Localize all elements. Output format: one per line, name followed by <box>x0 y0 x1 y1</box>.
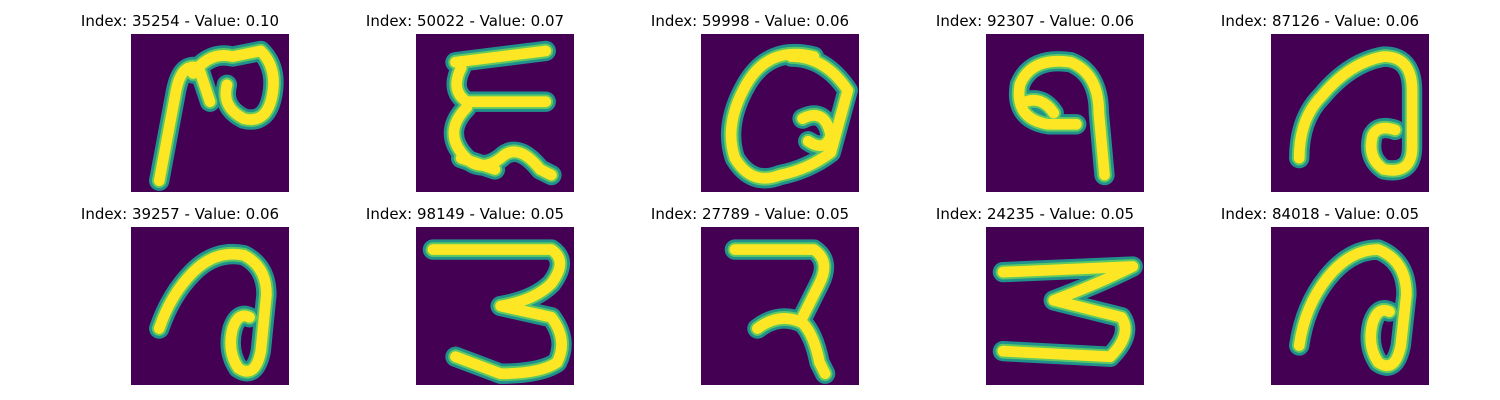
panel-1: Index: 35254 - Value: 0.10 <box>30 0 330 193</box>
digit-image <box>131 34 289 192</box>
panel-title: Index: 24235 - Value: 0.05 <box>935 205 1135 223</box>
glyph-zigzag <box>992 256 1143 367</box>
glyph-stroke-3 <box>1293 51 1418 176</box>
panel-8: Index: 27789 - Value: 0.05 <box>600 193 900 386</box>
panel-3: Index: 59998 - Value: 0.06 <box>600 0 900 193</box>
glyph-hook-like-3 <box>1289 239 1417 376</box>
glyph-stroke-3 <box>997 261 1139 363</box>
panel-10: Index: 84018 - Value: 0.05 <box>1170 193 1470 386</box>
glyph-stroke-2 <box>1291 49 1420 178</box>
glyph-stroke-2 <box>727 242 833 382</box>
panel-title: Index: 98149 - Value: 0.05 <box>365 205 565 223</box>
panel-title: Index: 87126 - Value: 0.06 <box>1220 12 1420 30</box>
glyph-stroke-3 <box>153 248 272 377</box>
digit-image <box>701 34 859 192</box>
glyph-stroke-3 <box>729 244 831 380</box>
digit-image <box>701 227 859 385</box>
digit-image <box>416 227 574 385</box>
digit-image <box>416 34 574 192</box>
glyph-three-like <box>422 239 572 384</box>
panel-7: Index: 98149 - Value: 0.05 <box>315 193 615 386</box>
glyph-hook-like-2 <box>149 243 277 382</box>
glyph-stroke-3 <box>448 45 557 181</box>
panel-title: Index: 59998 - Value: 0.06 <box>650 12 850 30</box>
panel-title: Index: 50022 - Value: 0.07 <box>365 12 565 30</box>
glyph-stroke-3 <box>427 244 567 380</box>
glyph-stroke-3 <box>1293 244 1412 371</box>
panel-title: Index: 27789 - Value: 0.05 <box>650 205 850 223</box>
digit-image <box>986 34 1144 192</box>
panel-6: Index: 39257 - Value: 0.06 <box>30 193 330 386</box>
panel-title: Index: 92307 - Value: 0.06 <box>935 12 1135 30</box>
digit-image <box>1271 34 1429 192</box>
glyph-ra-like <box>149 40 284 191</box>
digit-image <box>986 227 1144 385</box>
panel-title: Index: 39257 - Value: 0.06 <box>80 205 280 223</box>
panel-4: Index: 92307 - Value: 0.06 <box>885 0 1185 193</box>
glyph-stroke-3 <box>153 45 279 187</box>
digit-image <box>1271 227 1429 385</box>
glyph-stroke-3 <box>725 48 854 184</box>
panel-9: Index: 24235 - Value: 0.05 <box>885 193 1185 386</box>
panel-2: Index: 50022 - Value: 0.07 <box>315 0 615 193</box>
panel-5: Index: 87126 - Value: 0.06 <box>1170 0 1470 193</box>
digit-image <box>131 227 289 385</box>
glyph-loop-like <box>720 43 858 189</box>
glyph-epsilon-like <box>443 40 562 186</box>
glyph-ra-stroke <box>724 239 836 384</box>
panel-title: Index: 35254 - Value: 0.10 <box>80 12 280 30</box>
panel-title: Index: 84018 - Value: 0.05 <box>1220 205 1420 223</box>
glyph-stroke-3 <box>1013 56 1110 181</box>
glyph-nine-like <box>1008 51 1115 186</box>
glyph-hook-like <box>1289 46 1423 181</box>
